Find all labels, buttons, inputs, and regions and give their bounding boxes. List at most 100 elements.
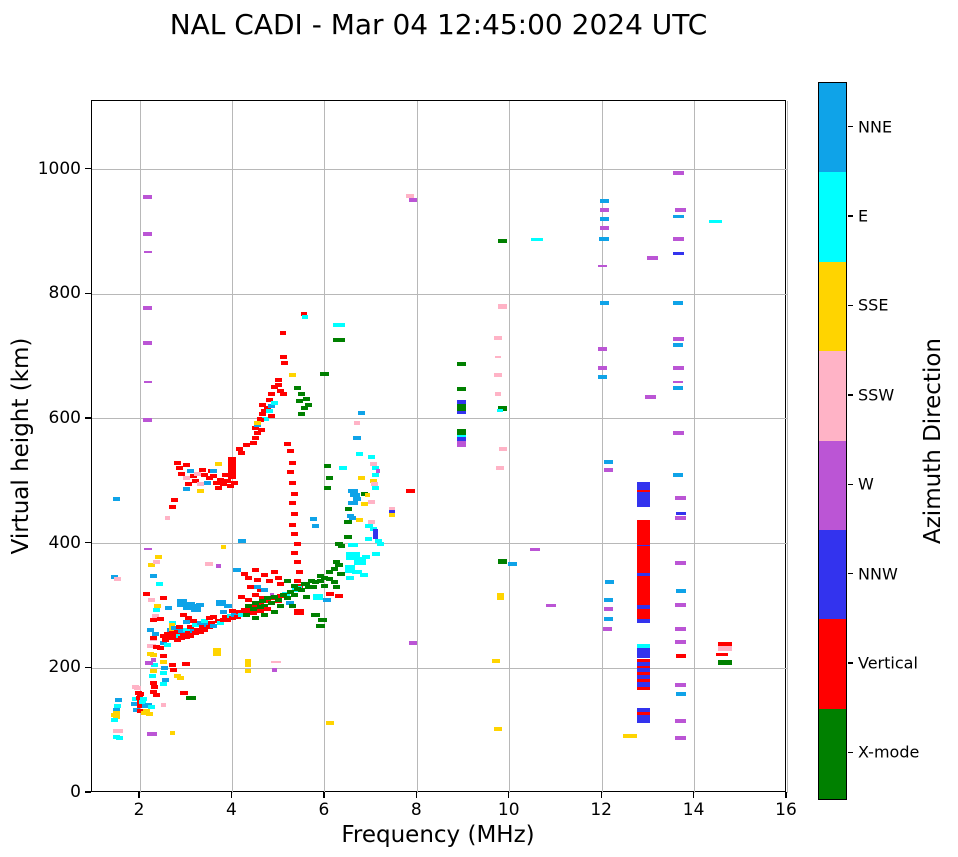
data-point <box>143 547 152 550</box>
data-point <box>347 488 358 493</box>
data-point <box>205 616 213 621</box>
data-point <box>240 571 248 576</box>
data-point <box>289 480 297 485</box>
data-point <box>494 335 503 340</box>
data-point <box>143 592 151 597</box>
data-point <box>312 580 320 585</box>
data-point <box>373 529 379 540</box>
data-point <box>257 427 265 432</box>
data-point <box>293 541 301 546</box>
data-point <box>298 587 306 592</box>
data-point <box>675 511 686 515</box>
data-point <box>494 726 503 731</box>
data-point <box>168 631 176 636</box>
data-point <box>115 736 123 741</box>
data-point <box>456 403 466 412</box>
data-point <box>376 469 381 474</box>
data-point <box>205 561 214 566</box>
x-axis-label: Frequency (MHz) <box>341 822 535 848</box>
data-point <box>113 714 121 719</box>
data-point <box>164 632 172 637</box>
data-point <box>364 524 373 529</box>
x-gridline <box>324 101 326 793</box>
data-point <box>259 596 266 601</box>
colorbar-tick-label: W <box>858 474 874 494</box>
data-point <box>599 217 609 222</box>
data-point <box>210 469 218 474</box>
colorbar-tick <box>848 572 853 575</box>
x-tick-mark <box>230 792 233 798</box>
data-point <box>675 719 687 724</box>
data-point <box>323 485 331 490</box>
data-point <box>675 516 687 521</box>
data-point <box>637 489 651 494</box>
colorbar-tick-label: NNE <box>858 117 893 137</box>
data-point <box>312 593 323 600</box>
data-point <box>187 625 195 630</box>
data-point <box>182 463 190 468</box>
data-point <box>201 618 209 623</box>
data-point <box>376 541 384 546</box>
data-point <box>369 526 377 531</box>
data-point <box>301 312 308 317</box>
data-point <box>256 418 264 423</box>
x-tick-label: 14 <box>682 800 705 820</box>
x-gridline <box>786 101 788 793</box>
data-point <box>270 384 278 389</box>
data-point <box>673 473 684 478</box>
data-point <box>277 603 285 608</box>
data-point <box>672 337 684 342</box>
data-point <box>265 398 273 403</box>
data-point <box>265 409 273 414</box>
colorbar-tick <box>848 304 853 307</box>
data-point <box>254 423 262 428</box>
y-tick-mark <box>85 292 91 294</box>
data-point <box>194 471 202 476</box>
data-point <box>228 616 236 621</box>
data-point <box>203 480 211 485</box>
data-point <box>369 462 377 467</box>
data-point <box>603 617 613 622</box>
data-point <box>321 575 329 580</box>
data-point <box>496 593 504 601</box>
data-point <box>185 616 193 621</box>
data-point <box>323 598 332 603</box>
data-point <box>291 550 299 555</box>
data-point <box>136 708 144 713</box>
data-point <box>270 610 278 615</box>
data-point <box>189 474 197 479</box>
y-gridline <box>92 667 787 669</box>
data-point <box>114 576 122 581</box>
data-point <box>599 236 610 241</box>
data-point <box>150 652 158 657</box>
data-point <box>330 566 338 571</box>
data-point <box>599 300 609 305</box>
data-point <box>114 698 122 703</box>
data-point <box>173 460 181 465</box>
y-tick-label: 200 <box>48 657 81 678</box>
data-point <box>364 493 370 497</box>
data-point <box>347 542 358 547</box>
data-point <box>637 661 651 666</box>
data-point <box>672 365 684 370</box>
data-point <box>332 323 345 328</box>
data-point <box>603 607 613 612</box>
data-point <box>192 631 199 636</box>
data-point <box>220 545 226 550</box>
data-point <box>217 621 225 626</box>
data-point <box>160 703 166 708</box>
data-point <box>353 435 362 440</box>
data-point <box>180 613 188 618</box>
data-point <box>326 576 334 581</box>
data-point <box>330 580 338 585</box>
data-point <box>182 620 190 625</box>
data-point <box>311 613 321 618</box>
data-point <box>153 603 161 608</box>
data-point <box>138 699 146 704</box>
data-point <box>456 437 466 443</box>
data-point <box>143 380 152 383</box>
data-point <box>302 396 310 401</box>
data-point <box>286 600 295 605</box>
data-point <box>219 482 227 487</box>
data-point <box>293 579 301 584</box>
